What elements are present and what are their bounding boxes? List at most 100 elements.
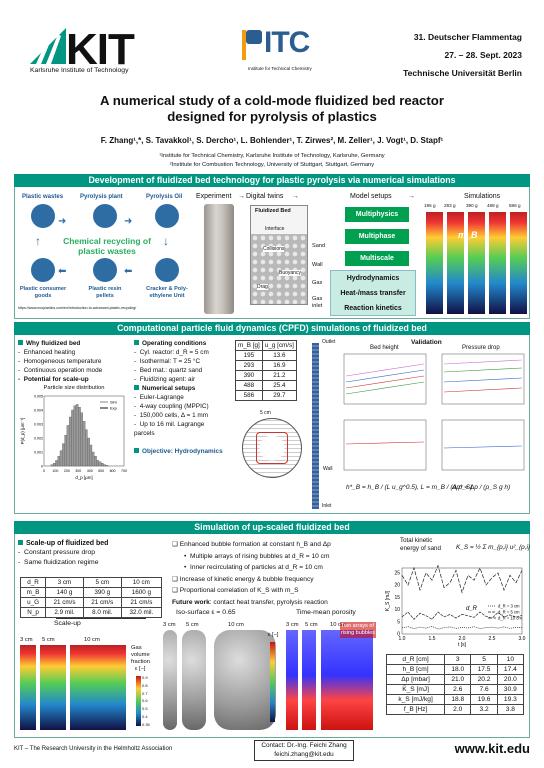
arrow-down-icon: ↓	[163, 234, 169, 248]
psd-legend-label: Exp	[110, 406, 118, 411]
eps-label: ε [−]	[135, 666, 146, 672]
mass-table-row: 488 25.4	[235, 380, 298, 391]
why-item-3: - Continuous operation mode	[18, 367, 103, 374]
physics-hydrodynamics: Hydrodynamics	[346, 275, 400, 282]
iso-surface-title: Iso-surface ε = 0.65	[176, 609, 236, 616]
mass-table-row-cell: 25.4	[261, 380, 298, 391]
ke-ytick: 10	[394, 607, 400, 613]
psd-bar	[68, 416, 72, 467]
bed-height-title: Bed height	[370, 345, 399, 351]
experiment-photo	[204, 204, 234, 314]
contact-email[interactable]: feichi.zhang@kit.edu	[274, 750, 334, 758]
why-item-2: - Homogeneous temperature	[18, 358, 102, 365]
psd-ytick: 0	[41, 465, 43, 469]
contact-box: Contact: Dr.-Ing. Feichi Zhang feichi.zh…	[254, 740, 354, 761]
psd-bar	[78, 407, 81, 467]
ops-item-3: - Bed mat.: quartz sand	[134, 367, 203, 374]
ke-xtick: 2.0	[459, 636, 466, 642]
scale-label-10: 10 cm	[84, 637, 100, 643]
mass-table-row-cell: 16.9	[261, 360, 298, 371]
colorbar-left-ticks: 0.9 0.8 0.7 0.6 0.5 0.4 0.35	[142, 674, 150, 729]
psd-xtick: 600	[110, 469, 116, 473]
psd-xtick: 400	[87, 469, 93, 473]
psd-bar	[100, 463, 104, 467]
cycle-source: https://www.ecoplastics.com/en/introduct…	[18, 306, 137, 310]
physics-reaction: Reaction kinetics	[344, 305, 402, 312]
future-work: Future work: contact heat transfer, pyro…	[172, 598, 328, 606]
flow-arrow-2: →	[292, 193, 299, 200]
event-info: 31. Deutscher Flammentag 27. – 28. Sept.…	[403, 28, 522, 82]
operating-conditions: Operating conditions - Cyl. reactor: d_R…	[134, 339, 230, 384]
pressure-drop-chart	[441, 353, 525, 405]
psd-ytick: 0.005	[34, 395, 43, 399]
iso-10cm	[214, 630, 276, 730]
section1-heading: Development of fluidized bed technology …	[14, 174, 530, 187]
why-scaleup: - Potential for scale-up	[18, 376, 89, 383]
ke-formula: K_S = ½ Σ m_{p,i} u²_{p,i}	[456, 544, 531, 551]
num-item-2: - 4-way coupling (MPPIC)	[134, 403, 209, 410]
colorbar-tick: 0.5	[142, 706, 148, 712]
psd-ytick: 0.001	[34, 451, 43, 455]
model-multiscale: Multiscale	[345, 251, 409, 266]
psd-bar	[71, 409, 74, 467]
result-table-row-cell: 18.8	[444, 694, 472, 705]
eps-label-2: ε [−]	[268, 632, 279, 638]
reactor-column	[312, 343, 319, 509]
arrow-right-icon-2: ➜	[124, 216, 133, 227]
num-item-4: - Up to 16 mil. Lagrange parcels	[134, 421, 205, 437]
psd-bar	[66, 425, 70, 467]
cycle-pyrolysis-plant: Pyrolysis plant	[80, 194, 123, 200]
psd-ylabel: P(d_p) [µm⁻¹]	[20, 418, 25, 445]
pressure-drop-norm-line	[443, 445, 523, 449]
mass-table-row: 390 21.2	[235, 370, 298, 381]
result-table-row-cell: 18.0	[444, 664, 472, 675]
scaleup-table-row-cell: 1600 g	[120, 587, 163, 598]
iso-3cm	[163, 630, 177, 730]
finding-4: ❑ Increase of kinetic energy & bubble fr…	[172, 575, 314, 583]
section2-panel	[14, 335, 530, 514]
ke-ylabel: K_S [mJ]	[385, 590, 391, 611]
psd-bar	[94, 456, 97, 467]
scaleup-item-1: - Constant pressure drop	[18, 549, 96, 556]
sim-mass-3: 390 g	[466, 203, 478, 208]
mass-table-row-cell: 195	[235, 350, 263, 361]
psd-xtick: 0	[43, 469, 45, 473]
twin-collisions: Collisions	[263, 246, 285, 252]
sim-image-390	[468, 212, 485, 314]
twin-fluidized-bed: Fluidized Bed	[255, 208, 291, 214]
ke-ytick: 0	[397, 632, 400, 638]
cycle-consumer-goods: Plastic consumer goods	[19, 286, 67, 299]
itc-logo-accent	[242, 30, 246, 60]
psd-bar	[98, 461, 102, 467]
result-table-row-cell: 2.0	[444, 704, 472, 715]
arrow-right-icon: ➜	[58, 216, 67, 227]
event-name: 31. Deutscher Flammentag	[413, 32, 522, 42]
sim-mass-4: 488 g	[487, 203, 499, 208]
ops-item-2: - Isothermal: T = 25 °C	[134, 358, 201, 365]
itc-logo-text: ITC	[264, 26, 310, 59]
footer-url[interactable]: www.kit.edu	[454, 741, 530, 756]
pressure-drop-title: Pressure drop	[462, 345, 500, 351]
result-table-row-cell: 30.9	[496, 684, 525, 695]
ke-legend-label: d_R = 10 cm	[498, 616, 522, 621]
result-table-row-cell: d_R [cm]	[385, 654, 446, 665]
psd-bar	[91, 451, 95, 467]
scaleup-table-row-cell: 8.0 mil.	[82, 607, 122, 618]
result-table-row-cell: Δp [mbar]	[385, 674, 446, 685]
sim-masses: 195 g 293 g 390 g 488 g 586 g	[424, 203, 528, 211]
mass-table-row-cell: 390	[235, 370, 263, 381]
eq-bed-height: h*_B = h_B / (L u_g^0.5), L = m_B / (A ρ…	[346, 484, 473, 491]
psd-xtick: 200	[64, 469, 70, 473]
result-table-row-cell: 10	[496, 654, 525, 665]
twin-interface: Interface	[265, 226, 285, 232]
footer-left: KIT – The Research University in the Hel…	[14, 746, 173, 752]
mass-header: m_B [g]	[235, 340, 263, 351]
event-venue: Technische Universität Berlin	[403, 68, 522, 78]
ops-item-1: - Cyl. reactor: d_R = 5 cm	[134, 349, 209, 356]
mass-table-row-cell: 586	[235, 390, 263, 401]
bed-height-frame	[343, 353, 427, 405]
why-item-1: - Enhanced heating	[18, 349, 76, 356]
ke-ytick: 5	[397, 619, 400, 625]
title-line-1: A numerical study of a cold-mode fluidiz…	[100, 93, 444, 108]
finding-2: • Multiple arrays of rising bubbles at d…	[184, 552, 330, 560]
